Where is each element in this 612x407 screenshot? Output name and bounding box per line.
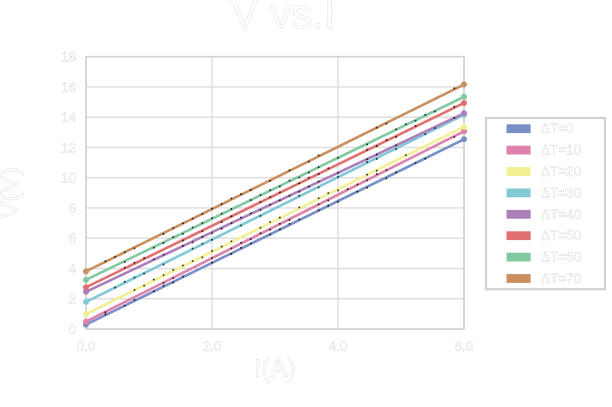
svg-text:ΔT=50: ΔT=50: [541, 228, 581, 243]
svg-text:16: 16: [61, 80, 76, 95]
svg-text:ΔT=10: ΔT=10: [541, 143, 581, 158]
svg-text:2.0: 2.0: [203, 339, 222, 354]
svg-text:12: 12: [61, 140, 76, 155]
svg-text:ΔT=60: ΔT=60: [541, 250, 581, 265]
svg-text:0.0: 0.0: [77, 339, 96, 354]
svg-text:ΔT=0: ΔT=0: [541, 121, 574, 136]
svg-text:ΔT=20: ΔT=20: [541, 164, 581, 179]
svg-text:V(V): V(V): [0, 167, 24, 219]
svg-text:2: 2: [68, 292, 76, 307]
svg-text:6: 6: [68, 231, 76, 246]
svg-text:ΔT=70: ΔT=70: [541, 271, 581, 286]
svg-text:4: 4: [68, 261, 76, 276]
svg-text:ΔT=40: ΔT=40: [541, 207, 581, 222]
svg-text:I(A): I(A): [254, 353, 296, 383]
svg-text:V vs.I: V vs.I: [230, 0, 335, 37]
svg-text:8: 8: [68, 201, 76, 216]
svg-text:ΔT=30: ΔT=30: [541, 185, 581, 200]
svg-text:6.0: 6.0: [455, 339, 474, 354]
svg-text:4.0: 4.0: [329, 339, 348, 354]
svg-text:18: 18: [61, 50, 76, 65]
svg-text:14: 14: [61, 110, 77, 125]
svg-text:10: 10: [61, 171, 76, 186]
svg-text:0: 0: [68, 322, 76, 337]
